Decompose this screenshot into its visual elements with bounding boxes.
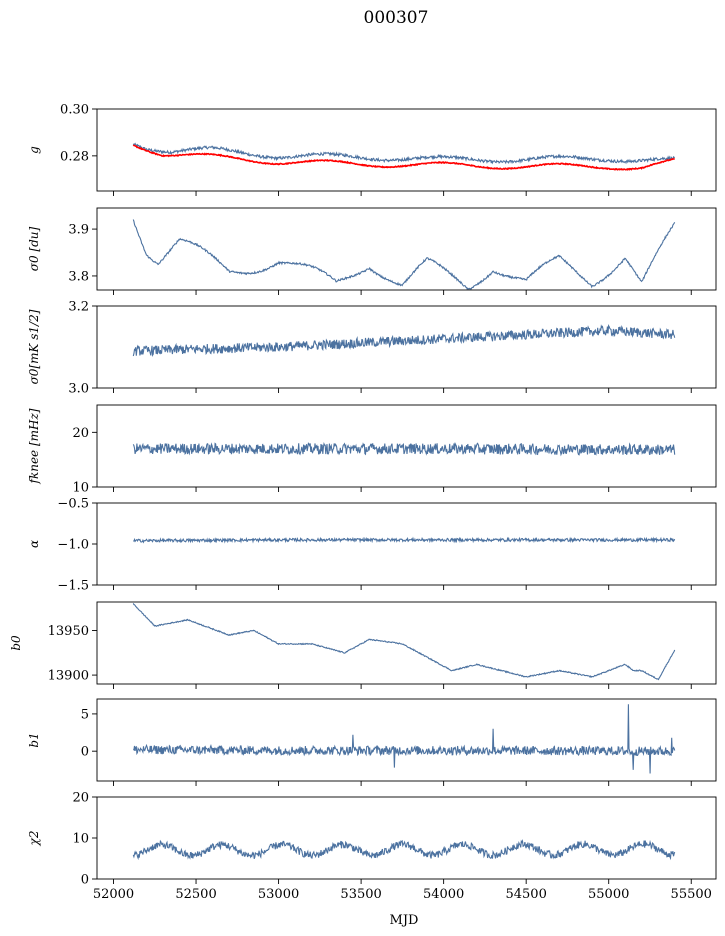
x-tick-label: 53500 [340,887,381,902]
panel-2: 3.0 3.2 σ0[mK s1/2] [27,300,717,397]
series-line-0-1 [132,144,676,171]
x-tick-label: 55000 [588,887,629,902]
y-axis-label: α [27,540,41,548]
y-tick-label: −0.5 [57,497,89,512]
panel-frame [96,502,717,586]
x-tick-label: 54500 [505,887,546,902]
series-line-6-0 [132,704,676,774]
x-axis-label: MJD [390,913,419,928]
y-axis-label: fknee [mHz] [27,408,41,484]
y-tick-label: 13950 [48,624,89,639]
y-tick-label: 10 [72,481,89,496]
panel-4: −1.5 −1.0 −0.5 α [27,497,717,594]
y-tick-label: 20 [72,791,89,806]
panel-1: 3.8 3.9 σ0 [du] [27,207,717,295]
x-tick-label: 54000 [423,887,464,902]
series-line-1-0 [132,219,676,290]
panel-frame [96,305,717,389]
panel-frame [96,207,717,291]
panel-5: 13900 13950 b0 [9,601,717,689]
series-line-3-0 [132,441,676,457]
panel-frame [96,698,717,782]
y-tick-label: 0.28 [60,149,89,164]
panel-0: 0.28 0.30 g [27,103,717,196]
panel-frame [96,601,717,685]
y-tick-label: 3.0 [68,382,89,397]
y-axis-label: b0 [9,635,23,651]
y-tick-label: 13900 [48,669,89,684]
y-axis-label: b1 [27,732,41,747]
y-tick-label: 3.2 [68,300,89,315]
y-axis-label: g [27,146,41,154]
series-line-5-0 [132,603,676,681]
y-tick-label: 20 [72,426,89,441]
x-tick-label: 52000 [93,887,134,902]
panel-6: 0 5 b1 [27,698,717,786]
x-tick-label: 53000 [258,887,299,902]
y-tick-label: 5 [81,707,89,722]
x-tick-label: 55500 [671,887,712,902]
y-axis-label: χ2 [27,831,41,847]
y-tick-label: 10 [72,832,89,847]
panel-frame [96,404,717,488]
y-axis-label: σ0 [du] [27,226,41,271]
panel-3: 10 20 fknee [mHz] [27,404,717,496]
y-tick-label: −1.0 [57,538,89,553]
y-tick-label: 0 [81,745,89,760]
y-tick-label: 3.8 [68,269,89,284]
y-tick-label: 0 [81,873,89,888]
panels: 0.28 0.30 g 3.8 3.9 σ0 [du] 3.0 3.2 σ0[mK s1/2] 1… [9,103,717,902]
series-line-2-0 [132,324,676,357]
panel-7: 0 10 20 52000 52500 53000 53500 54000 54500 55000… [27,791,717,902]
x-tick-label: 52500 [175,887,216,902]
panel-frame [96,796,717,880]
series-line-7-0 [132,838,676,861]
y-tick-label: 3.9 [68,223,89,238]
series-line-4-0 [133,536,676,544]
y-tick-label: −1.5 [57,579,89,594]
figure-title: 000307 [364,8,429,28]
panel-frame [96,108,717,192]
y-tick-label: 0.30 [60,103,89,118]
series-line-0-0 [132,142,676,165]
y-axis-label: σ0[mK s1/2] [27,309,41,384]
